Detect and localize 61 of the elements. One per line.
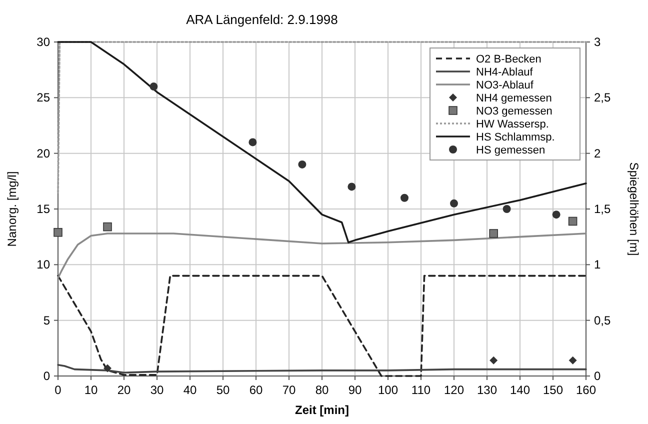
point [552,210,560,219]
legend-label: NO3 gemessen [476,106,552,118]
x-tick-label: 20 [117,383,131,397]
x-tick-label: 90 [348,383,362,397]
point [298,160,306,168]
x-tick-label: 130 [476,383,498,397]
point [400,194,408,202]
legend-label: NO3-Ablauf [476,80,534,92]
y-tick-label: 5 [43,313,50,328]
x-tick-label: 140 [510,383,530,397]
x-tick-label: 70 [282,383,296,397]
point [103,222,112,232]
y2-tick-label: 0 [594,369,601,383]
legend-label: NH4-Ablauf [476,66,534,78]
legend-label: HS Schlammsp. [476,132,555,144]
y2-tick-label: 3 [594,35,601,49]
point [568,356,577,364]
point [489,229,498,238]
y2-tick-label: 2 [594,146,601,160]
y-tick-label: 25 [36,90,50,105]
x-tick-label: 40 [183,383,197,397]
line-series [57,364,587,374]
y-tick-label: 0 [43,369,50,383]
point [450,199,458,208]
x-tick-label: 80 [315,383,329,397]
y2-tick-label: 1,5 [594,202,612,216]
y-axis-title: Nanorg. [mg/l] [5,171,19,247]
line-series [57,41,587,244]
chart-title: ARA Längenfeld: 2.9.1998 [186,12,338,27]
y2-tick-label: 2,5 [594,90,612,105]
legend-label: HS gemessen [476,144,546,156]
line-series [57,232,587,279]
x-tick-label: 120 [444,383,464,397]
x-tick-label: 160 [576,383,596,397]
x-tick-label: 10 [84,383,98,397]
point [568,216,578,226]
point [150,82,158,91]
x-tick-label: 0 [54,383,62,397]
x-tick-label: 110 [411,383,431,397]
point [248,138,257,146]
point [348,182,356,191]
y2-tick-label: 0,5 [594,313,612,328]
point [104,364,112,372]
legend-label: HW Wassersp. [476,118,549,130]
legend-label: NH4 gemessen [476,92,552,104]
point [502,205,511,213]
x-tick-label: 30 [150,383,164,397]
x-tick-label: 60 [249,383,263,397]
y-tick-label: 10 [36,258,50,272]
point [490,356,498,364]
y2-axis-title: Spiegelhöhen [m] [627,162,641,256]
y2-tick-label: 1 [594,258,601,272]
x-tick-label: 50 [216,383,230,397]
x-tick-label: 150 [542,383,564,397]
x-axis-title: Zeit [min] [295,403,349,417]
y-tick-label: 30 [36,35,50,49]
point [54,228,62,237]
y-tick-label: 15 [36,202,50,216]
y-tick-label: 20 [36,146,50,160]
legend-label: O2 B-Becken [476,54,542,66]
x-tick-label: 100 [378,383,398,397]
